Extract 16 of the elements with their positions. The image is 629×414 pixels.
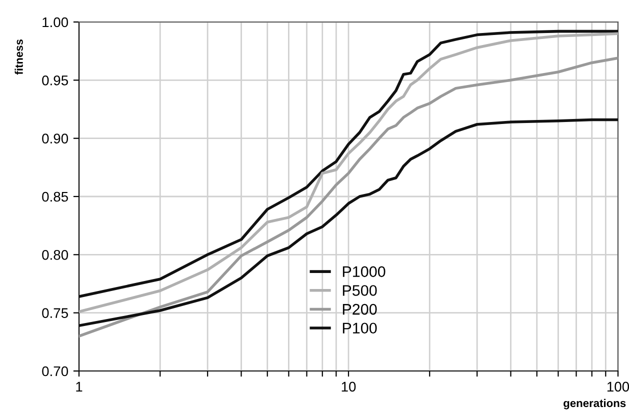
legend-label: P500 xyxy=(342,285,377,296)
legend-label: P1000 xyxy=(342,266,386,278)
y-tick-label: 0.70 xyxy=(42,366,68,376)
y-tick-label: 0.95 xyxy=(42,76,68,86)
legend-label: P100 xyxy=(342,322,377,334)
y-tick-label: 1.00 xyxy=(42,17,68,28)
y-tick-label: 0.75 xyxy=(42,308,68,318)
x-tick-label: 1 xyxy=(76,382,82,392)
x-tick-label: 100 xyxy=(607,382,629,392)
x-tick-label: 10 xyxy=(342,382,356,392)
y-tick-label: 0.90 xyxy=(42,134,68,144)
legend-label: P200 xyxy=(342,304,377,315)
y-tick-label: 0.80 xyxy=(42,250,68,260)
x-axis-title: generations xyxy=(564,398,626,410)
y-axis-title: fitness xyxy=(14,39,23,75)
y-tick-label: 0.85 xyxy=(42,192,68,202)
